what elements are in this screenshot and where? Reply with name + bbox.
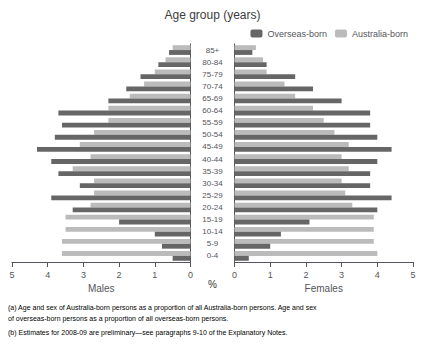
- svg-text:5: 5: [410, 270, 415, 280]
- svg-text:of overseas-born persons as a: of overseas-born persons as a proportion…: [8, 315, 228, 323]
- svg-text:50-54: 50-54: [202, 130, 223, 139]
- svg-text:2: 2: [303, 270, 308, 280]
- svg-text:4: 4: [375, 270, 380, 280]
- svg-text:0: 0: [188, 270, 193, 280]
- svg-text:45-49: 45-49: [202, 142, 223, 151]
- svg-text:Females: Females: [305, 283, 343, 294]
- svg-text:%: %: [208, 279, 217, 290]
- svg-text:(a) Age and sex of Australia-b: (a) Age and sex of Australia-born person…: [8, 304, 317, 312]
- svg-text:3: 3: [81, 270, 86, 280]
- svg-text:20-24: 20-24: [202, 203, 223, 212]
- svg-text:35-39: 35-39: [202, 167, 223, 176]
- svg-text:2: 2: [117, 270, 122, 280]
- svg-text:1: 1: [268, 270, 273, 280]
- svg-text:40-44: 40-44: [202, 155, 223, 164]
- svg-text:1: 1: [152, 270, 157, 280]
- svg-text:5-9: 5-9: [207, 239, 219, 248]
- svg-text:65-69: 65-69: [202, 94, 223, 103]
- svg-text:(b) Estimates for 2008-09 are: (b) Estimates for 2008-09 are preliminar…: [8, 329, 287, 337]
- svg-text:80-84: 80-84: [202, 58, 223, 67]
- svg-text:10-14: 10-14: [202, 227, 223, 236]
- svg-text:4: 4: [45, 270, 50, 280]
- svg-text:Males: Males: [88, 283, 115, 294]
- svg-text:0-4: 0-4: [207, 251, 219, 260]
- svg-text:3: 3: [339, 270, 344, 280]
- svg-text:5: 5: [9, 270, 14, 280]
- svg-text:Australia-born: Australia-born: [352, 29, 408, 39]
- svg-text:75-79: 75-79: [202, 70, 223, 79]
- svg-text:70-74: 70-74: [202, 82, 223, 91]
- svg-text:Overseas-born: Overseas-born: [267, 29, 327, 39]
- svg-text:0: 0: [232, 270, 237, 280]
- svg-text:60-64: 60-64: [202, 106, 223, 115]
- svg-text:Age group (years): Age group (years): [164, 8, 260, 22]
- svg-text:25-29: 25-29: [202, 191, 223, 200]
- svg-text:30-34: 30-34: [202, 179, 223, 188]
- svg-text:15-19: 15-19: [202, 215, 223, 224]
- svg-text:85+: 85+: [206, 46, 220, 55]
- svg-text:55-59: 55-59: [202, 118, 223, 127]
